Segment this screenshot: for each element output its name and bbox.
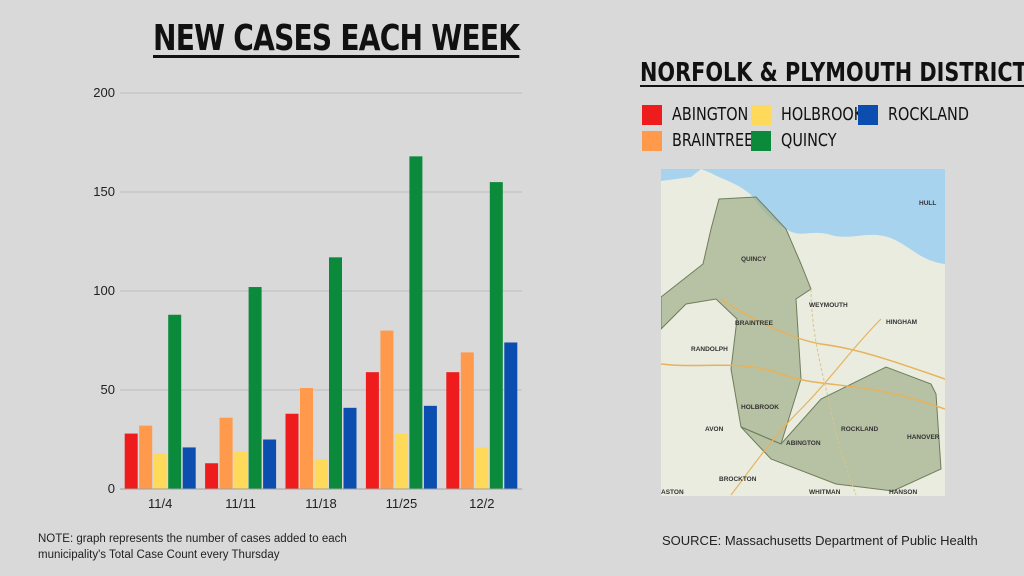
x-tick-label: 11/25 xyxy=(386,496,418,511)
bar-holbrook xyxy=(475,447,489,489)
legend-swatch-rockland xyxy=(858,104,878,125)
district-title: NORFOLK & PLYMOUTH DISTRICT xyxy=(640,58,1024,88)
x-tick-label: 11/11 xyxy=(225,496,256,511)
bar-quincy xyxy=(248,287,262,489)
map-region-quincy-braintree-holbrook xyxy=(661,196,812,445)
legend-item-rockland: ROCKLAND xyxy=(858,104,989,125)
legend-item-holbrook: HOLBROOK xyxy=(751,104,884,125)
y-tick-label: 150 xyxy=(93,184,115,199)
map-road-3 xyxy=(730,318,882,496)
bar-abington xyxy=(285,413,299,489)
bar-braintree xyxy=(139,425,153,489)
bar-braintree xyxy=(300,388,313,489)
map-label-randolph: RANDOLPH xyxy=(691,346,728,353)
map-label-braintree: BRAINTREE xyxy=(735,320,774,327)
bar-chart: 0 50 100 150 200 11/4 11/11 11/18 11/25 12/2 xyxy=(93,85,522,511)
legend-swatch-abington xyxy=(642,104,662,125)
bar-abington xyxy=(124,433,138,489)
bar-rockland xyxy=(504,342,518,489)
bar-quincy xyxy=(489,182,503,489)
bar-braintree xyxy=(460,352,474,489)
map-region-abington-rockland xyxy=(740,366,942,492)
legend-swatch-braintree xyxy=(642,130,662,151)
bar-rockland xyxy=(343,407,357,489)
district-map: QUINCY WEYMOUTH BRAINTREE RANDOLPH HINGH… xyxy=(661,169,945,496)
bar-rockland xyxy=(182,447,196,489)
bar-quincy xyxy=(168,314,182,489)
map-label-avon: AVON xyxy=(705,426,724,433)
legend-item-abington: ABINGTON xyxy=(642,104,767,125)
chart-note: NOTE: graph represents the number of cas… xyxy=(38,533,347,561)
bar-rockland xyxy=(423,405,437,489)
legend-label-quincy: QUINCY xyxy=(781,130,837,151)
map-water-bay xyxy=(661,169,945,264)
map-label-hull: HULL xyxy=(919,200,936,207)
legend-label-rockland: ROCKLAND xyxy=(888,104,969,125)
bar-holbrook xyxy=(394,433,408,489)
bar-abington xyxy=(446,372,460,489)
y-tick-label: 200 xyxy=(93,85,115,100)
bar-braintree xyxy=(380,330,394,489)
legend-swatch-quincy xyxy=(751,130,771,151)
data-source: SOURCE: Massachusetts Department of Publ… xyxy=(662,533,978,548)
legend-label-abington: ABINGTON xyxy=(672,104,749,125)
map-label-abington: ABINGTON xyxy=(786,440,821,447)
map-boundary xyxy=(810,288,857,496)
legend-item-quincy: QUINCY xyxy=(751,130,850,151)
y-tick-label: 50 xyxy=(101,382,115,397)
map-label-brockton: BROCKTON xyxy=(719,476,757,483)
map-label-whitman: WHITMAN xyxy=(809,489,841,496)
chart-title: NEW CASES EACH WEEK xyxy=(153,18,520,59)
map-water-corner xyxy=(661,169,701,181)
map-label-quincy: QUINCY xyxy=(741,256,767,263)
bar-rockland xyxy=(263,439,277,489)
map-label-weymouth: WEYMOUTH xyxy=(809,302,848,309)
legend-swatch-holbrook xyxy=(751,104,771,125)
map-label-hanson: HANSON xyxy=(889,489,917,496)
map-road-2 xyxy=(720,298,945,380)
bar-abington xyxy=(365,372,379,489)
bar-quincy xyxy=(329,257,342,489)
y-tick-label: 0 xyxy=(108,481,115,496)
x-tick-label: 12/2 xyxy=(469,496,494,511)
bar-holbrook xyxy=(234,451,248,489)
bar-braintree xyxy=(219,417,233,489)
map-label-aston: ASTON xyxy=(661,489,684,496)
x-tick-label: 11/4 xyxy=(148,496,172,511)
x-tick-label: 11/18 xyxy=(305,496,337,511)
bar-quincy xyxy=(409,156,423,490)
map-road-1 xyxy=(661,363,945,410)
legend-item-braintree: BRAINTREE xyxy=(642,130,773,151)
map-label-hanover: HANOVER xyxy=(907,434,940,441)
map-label-hingham: HINGHAM xyxy=(886,319,917,326)
y-tick-label: 100 xyxy=(93,283,115,298)
bar-holbrook xyxy=(153,453,167,489)
bar-holbrook xyxy=(314,459,328,489)
legend-label-holbrook: HOLBROOK xyxy=(781,104,864,125)
map-label-rockland: ROCKLAND xyxy=(841,426,878,433)
bar-abington xyxy=(205,463,219,489)
legend-label-braintree: BRAINTREE xyxy=(672,130,754,151)
map-label-holbrook: HOLBROOK xyxy=(741,404,779,411)
